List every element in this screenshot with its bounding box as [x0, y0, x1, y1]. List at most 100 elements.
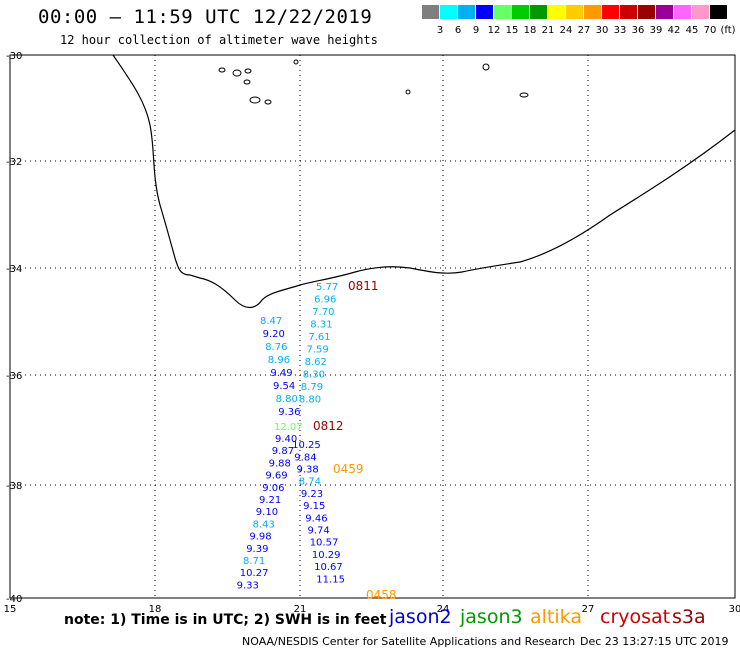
- legend-swatch: [548, 5, 565, 19]
- legend-label: 45: [685, 25, 699, 36]
- swh-value: 12.07: [274, 422, 303, 433]
- generated-timestamp: Dec 23 13:27:15 UTC 2019: [580, 635, 729, 648]
- swh-value: 8.80: [299, 395, 321, 406]
- swh-value: 7.61: [308, 332, 330, 343]
- legend-label: 18: [523, 25, 537, 36]
- longitude-label: 24: [437, 604, 450, 615]
- island-outline: [243, 79, 251, 85]
- legend-label: 27: [577, 25, 591, 36]
- swh-value: 9.23: [301, 489, 323, 500]
- swh-value: 9.33: [237, 580, 259, 591]
- longitude-label: 15: [4, 604, 17, 615]
- legend-swatch: [440, 5, 457, 19]
- swh-value: 9.88: [269, 458, 291, 469]
- swh-value: 8.62: [305, 357, 327, 368]
- swh-value: 9.54: [273, 381, 295, 392]
- pass-time-label: 0458: [366, 588, 397, 602]
- swh-value: 6.96: [314, 295, 336, 306]
- legend-swatch: [674, 5, 691, 19]
- legend-label: 33: [613, 25, 627, 36]
- longitude-label: 27: [582, 604, 595, 615]
- legend-label: 15: [505, 25, 519, 36]
- latitude-label: -30: [6, 51, 22, 62]
- swh-value: 8.74: [299, 477, 321, 488]
- satellite-s3a-label: s3a: [672, 606, 706, 628]
- island-outline: [218, 67, 226, 73]
- swh-value: 9.20: [263, 329, 285, 340]
- credit-text: NOAA/NESDIS Center for Satellite Applica…: [242, 635, 576, 648]
- legend-label: 39: [649, 25, 663, 36]
- latitude-label: -36: [6, 371, 22, 382]
- swh-value: 11.15: [316, 574, 345, 585]
- swh-value: 9.10: [256, 507, 278, 518]
- legend-label: 36: [631, 25, 645, 36]
- swh-value: 9.40: [275, 434, 297, 445]
- swh-value: 8.76: [265, 342, 287, 353]
- latitude-label: -40: [6, 594, 22, 605]
- swh-value: 10.57: [310, 538, 339, 549]
- swh-value: 7.70: [312, 307, 334, 318]
- satellite-jason2-label: jason2: [389, 606, 452, 628]
- swh-value: 9.15: [303, 501, 325, 512]
- legend-label: (ft): [720, 25, 736, 36]
- longitude-label: 21: [294, 604, 307, 615]
- swh-value: 9.84: [294, 452, 316, 463]
- island-outline: [519, 92, 529, 98]
- pass-time-label: 0811: [348, 279, 379, 293]
- island-outline: [232, 69, 242, 77]
- swh-value: 8.96: [268, 355, 290, 366]
- swh-value: 9.36: [278, 407, 300, 418]
- island-outline: [264, 99, 272, 105]
- legend-label: 42: [667, 25, 681, 36]
- note-text: note: 1) Time is in UTC; 2) SWH is in fe…: [64, 612, 387, 628]
- swh-value: 9.74: [308, 526, 330, 537]
- swh-value: 9.49: [270, 368, 292, 379]
- swh-value: 7.59: [307, 345, 329, 356]
- swh-value: 5.77: [316, 282, 338, 293]
- island-outline: [244, 68, 252, 74]
- legend-label: 70: [703, 25, 717, 36]
- swh-value: 9.87: [272, 446, 294, 457]
- swh-value: 9.06: [262, 483, 284, 494]
- legend-label: 24: [559, 25, 573, 36]
- swh-value: 8.31: [310, 320, 332, 331]
- satellite-altika-label: altika: [530, 606, 582, 628]
- latitude-label: -38: [6, 481, 22, 492]
- legend-swatch: [566, 5, 583, 19]
- legend-swatch: [476, 5, 493, 19]
- island-outline: [482, 63, 490, 71]
- swh-value: 9.38: [297, 465, 319, 476]
- legend-label: 3: [436, 25, 444, 36]
- page-title: 00:00 – 11:59 UTC 12/22/2019: [38, 6, 373, 28]
- swh-value: 8.71: [243, 556, 265, 567]
- swh-value: 8.43: [253, 519, 275, 530]
- swh-value: 9.98: [249, 532, 271, 543]
- page-subtitle: 12 hour collection of altimeter wave hei…: [60, 33, 378, 47]
- swh-value: 8.30: [303, 370, 325, 381]
- island-outline: [249, 96, 261, 104]
- legend-swatch: [494, 5, 511, 19]
- legend-swatch: [692, 5, 709, 19]
- swh-value: 10.25: [292, 440, 321, 451]
- swh-value: 10.29: [312, 550, 341, 561]
- legend-swatch: [584, 5, 601, 19]
- island-outline: [405, 89, 411, 95]
- pass-time-label: 0812: [313, 419, 344, 433]
- legend-swatch: [620, 5, 637, 19]
- swh-value: 9.46: [305, 513, 327, 524]
- legend-swatch: [458, 5, 475, 19]
- swh-value: 9.21: [259, 495, 281, 506]
- legend-label: 21: [541, 25, 555, 36]
- legend-label: 30: [595, 25, 609, 36]
- legend-swatch: [638, 5, 655, 19]
- legend-label: 12: [487, 25, 501, 36]
- latitude-label: -34: [6, 264, 22, 275]
- island-outline: [293, 59, 299, 65]
- pass-time-label: 0459: [333, 462, 364, 476]
- legend-swatch: [422, 5, 439, 19]
- swh-value: 9.39: [246, 544, 268, 555]
- map-frame: [9, 54, 736, 599]
- swh-value: 10.27: [240, 568, 269, 579]
- longitude-label: 30: [729, 604, 740, 615]
